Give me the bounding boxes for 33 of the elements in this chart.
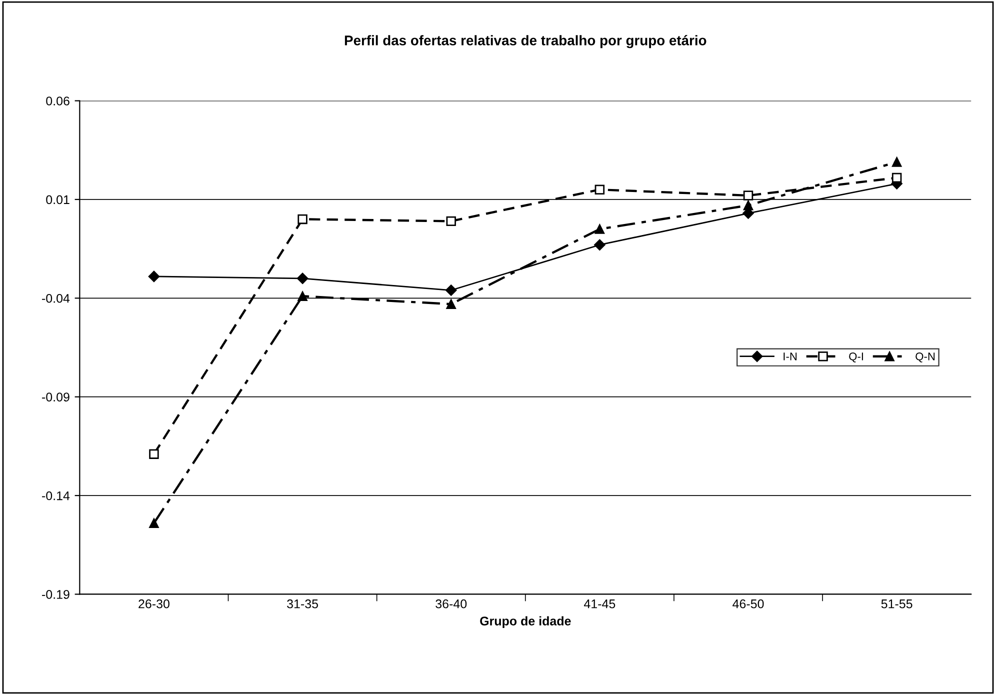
y-tick-label: 0.06 bbox=[46, 96, 70, 106]
x-tick-label: 31-35 bbox=[287, 599, 318, 608]
x-tick-label: 46-50 bbox=[732, 599, 764, 608]
point bbox=[298, 214, 308, 224]
y-tick-label: -0.09 bbox=[42, 392, 70, 402]
y-tick-label: -0.14 bbox=[42, 491, 70, 500]
point bbox=[594, 239, 606, 250]
point bbox=[892, 157, 902, 167]
point bbox=[446, 299, 456, 309]
point bbox=[149, 449, 159, 459]
point bbox=[743, 200, 754, 210]
point bbox=[594, 224, 605, 234]
x-axis-title: Grupo de idade bbox=[480, 616, 571, 628]
point bbox=[743, 190, 754, 200]
y-tick-label: -0.19 bbox=[42, 590, 70, 599]
point bbox=[892, 172, 902, 183]
x-tick-label: 41-45 bbox=[584, 600, 616, 608]
legend-label: I-N bbox=[784, 352, 797, 360]
point bbox=[296, 272, 308, 284]
x-tick-label: 26-30 bbox=[138, 599, 170, 608]
point bbox=[298, 291, 308, 302]
point bbox=[148, 270, 160, 282]
point bbox=[446, 216, 456, 226]
y-tick-label: 0.01 bbox=[46, 195, 70, 204]
legend-label: Q-N bbox=[916, 352, 935, 362]
chart-title: Perfil das ofertas relativas de trabalho por grupo etário bbox=[344, 35, 706, 48]
point bbox=[149, 518, 159, 528]
x-tick-label: 51-55 bbox=[881, 600, 912, 608]
point bbox=[446, 284, 457, 296]
point bbox=[594, 184, 605, 194]
y-tick-label: -0.04 bbox=[42, 294, 70, 303]
x-tick-label: 36-40 bbox=[436, 599, 467, 608]
legend-label: Q-I bbox=[849, 352, 863, 362]
